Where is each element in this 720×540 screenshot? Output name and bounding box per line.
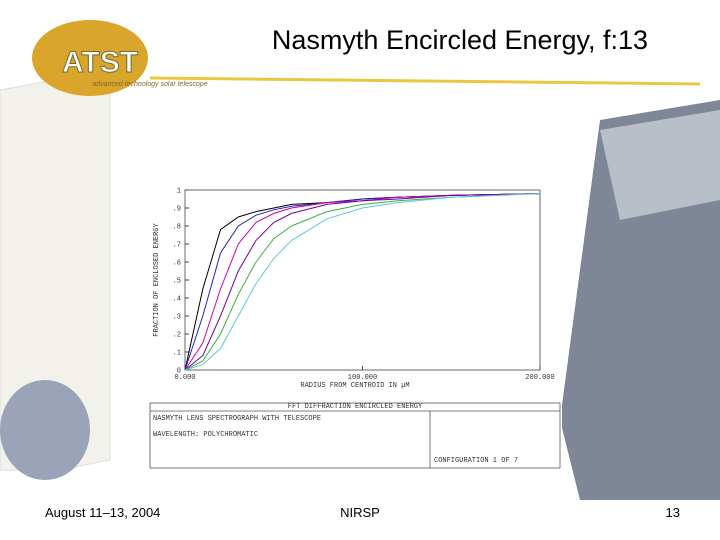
footer-date: August 11–13, 2004	[45, 505, 160, 520]
footer-center: NIRSP	[340, 505, 380, 520]
y-tick-label: .2	[173, 332, 181, 340]
x-tick-label: 0.000	[174, 374, 195, 382]
series-line	[184, 193, 541, 371]
info-box	[149, 402, 561, 469]
logo-mark	[32, 20, 148, 96]
y-tick-label: .3	[173, 314, 181, 322]
page-number: 13	[666, 505, 680, 520]
y-tick-label: .9	[173, 206, 181, 214]
slide-title: Nasmyth Encircled Energy, f:13	[271, 25, 649, 55]
y-tick-label: 1	[177, 188, 181, 196]
bg-dome	[600, 110, 720, 220]
x-axis-label: RADIUS FROM CENTROID IN µM	[300, 382, 409, 390]
y-tick-label: .4	[173, 296, 181, 304]
x-tick-label: 100.000	[348, 374, 377, 382]
series-line	[184, 193, 541, 371]
y-tick-label: .8	[173, 224, 181, 232]
y-tick-label: 0	[177, 368, 181, 376]
y-tick-label: .1	[173, 350, 181, 358]
title-box: Nasmyth Encircled Energy, f:13	[271, 25, 649, 55]
y-axis-label: FRACTION OF ENCLOSED ENERGY	[153, 222, 161, 336]
series-line	[184, 193, 541, 371]
bg-mirror	[0, 380, 90, 480]
y-tick-label: .6	[173, 260, 181, 268]
series-line	[184, 193, 541, 371]
y-tick-label: .7	[173, 242, 181, 250]
logo: ATST	[62, 46, 138, 79]
note: NASMYTH LENS SPECTROGRAPH WITH TELESCOPE	[153, 415, 321, 423]
title-rule	[149, 76, 701, 86]
chart-panel	[148, 145, 562, 470]
plot-title: FFT DIFFRACTION ENCIRCLED ENERGY	[288, 403, 423, 411]
x-tick-label: 200.000	[525, 374, 554, 382]
y-tick-label: .5	[173, 278, 181, 286]
logo-tagline: advanced technology solar telescope	[92, 81, 207, 88]
note: WAVELENGTH: POLYCHROMATIC	[153, 431, 258, 439]
note: CONFIGURATION 1 OF 7	[434, 457, 518, 465]
